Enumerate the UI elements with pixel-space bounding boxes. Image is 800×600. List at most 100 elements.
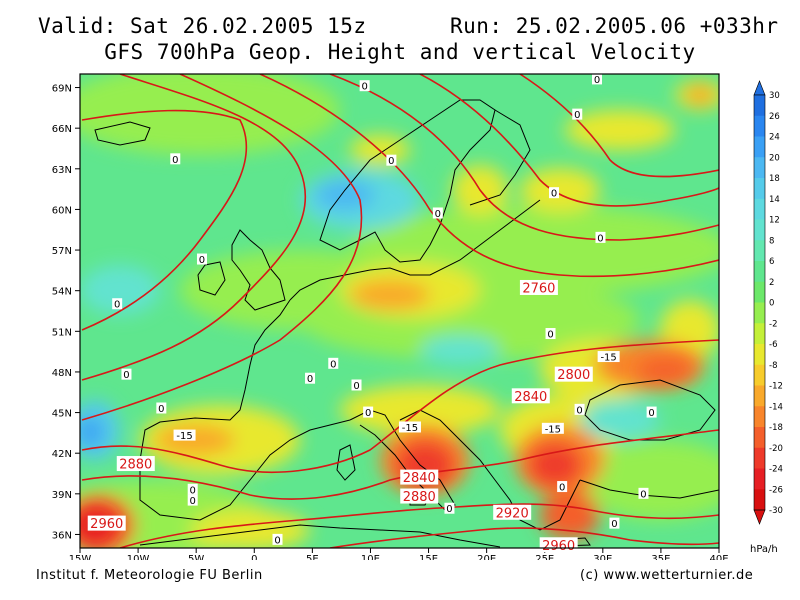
- colorbar-tick-label: -12: [769, 382, 783, 392]
- colorbar-tick-label: 8: [769, 236, 774, 246]
- height-label: 2880: [403, 490, 436, 505]
- map-title: GFS 700hPa Geop. Height and vertical Vel…: [104, 40, 696, 64]
- valid-time-label: Valid: Sat 26.02.2005 15z: [38, 14, 367, 38]
- height-label: 2760: [522, 281, 555, 296]
- colorbar-swatch: [754, 447, 765, 469]
- omega-label-bg: [112, 298, 123, 310]
- omega-label: 0: [611, 519, 617, 530]
- omega-label-bg: [398, 421, 421, 433]
- colorbar-swatch: [754, 427, 765, 449]
- colorbar-tick-label: -6: [769, 340, 777, 350]
- forecast-map: 69N 66N 63N 60N 57N 54N 51N 48N 45N 42N 39N 36N 15W 1…: [52, 73, 783, 560]
- lon-tick-label: 5E: [306, 554, 319, 560]
- colorbar-swatch: [754, 489, 765, 511]
- colorbar-tick-label: -26: [769, 485, 783, 495]
- lon-tick-label: 30E: [593, 554, 612, 560]
- omega-label: 0: [574, 110, 580, 121]
- lon-tick-label: 5W: [188, 554, 204, 560]
- omega-label-bg: [638, 487, 649, 499]
- colorbar-tick-label: 0: [769, 299, 774, 309]
- omega-label-bg: [432, 207, 443, 219]
- omega-label: 0: [274, 535, 280, 546]
- colorbar-tick-label: -8: [769, 361, 777, 371]
- omega-label-bg: [595, 231, 606, 243]
- omega-label: -15: [600, 353, 616, 364]
- height-label-bg: [400, 469, 439, 485]
- colorbar-swatch: [754, 385, 765, 407]
- height-label-bg: [87, 515, 126, 531]
- lon-tick-label: 15E: [419, 554, 438, 560]
- omega-label-bg: [187, 483, 198, 495]
- height-label-bg: [554, 366, 593, 382]
- omega-label: 0: [114, 300, 120, 311]
- omega-label-bg: [359, 80, 370, 92]
- omega-label-bg: [173, 429, 196, 441]
- omega-label-bg: [444, 502, 455, 514]
- lon-tick-label: 15W: [69, 554, 92, 560]
- omega-label: 0: [597, 233, 603, 244]
- colorbar-tick-label: -24: [769, 465, 783, 475]
- height-label: 2800: [557, 368, 590, 383]
- colorbar-swatch: [754, 364, 765, 386]
- omega-label-bg: [305, 372, 316, 384]
- omega-label: 0: [648, 408, 654, 419]
- map-axes: 69N 66N 63N 60N 57N 54N 51N 48N 45N 42N 39N 36N 15W 1…: [52, 84, 729, 560]
- colorbar-swatch: [754, 468, 765, 490]
- omega-label: 0: [365, 408, 371, 419]
- map-frame: [79, 73, 720, 549]
- height-label: 2880: [119, 458, 152, 473]
- omega-label-bg: [156, 402, 167, 414]
- colorbar-tick-label: 14: [769, 195, 780, 205]
- colorbar-top-arrow: [753, 80, 766, 96]
- colorbar-swatch: [754, 136, 765, 158]
- colorbar-swatch: [754, 240, 765, 262]
- colorbar-unit-label: hPa/h: [750, 544, 778, 555]
- colorbar-tick-label: 18: [769, 174, 780, 184]
- omega-label-bg: [541, 422, 564, 434]
- height-label-bg: [493, 504, 532, 520]
- lat-tick-label: 39N: [52, 490, 72, 501]
- lat-tick-label: 54N: [52, 287, 72, 298]
- colorbar-swatch: [754, 406, 765, 428]
- omega-label: 0: [559, 483, 565, 494]
- omega-label: 0: [446, 504, 452, 515]
- footer-copyright: (c) www.wetterturnier.de: [580, 568, 754, 583]
- colorbar-tick-label: 24: [769, 133, 780, 143]
- omega-label: 0: [361, 82, 367, 93]
- height-label: 2840: [403, 471, 436, 486]
- lat-tick-label: 42N: [52, 449, 72, 460]
- lat-tick-label: 36N: [52, 530, 72, 541]
- colorbar-tick-label: -20: [769, 444, 783, 454]
- colorbar-swatch: [754, 178, 765, 200]
- omega-label-bg: [549, 187, 560, 199]
- lon-tick-label: 10W: [127, 554, 150, 560]
- colorbar-bottom-arrow: [753, 509, 766, 525]
- colorbar-swatch: [754, 302, 765, 324]
- colorbar: 302624201814128620-2-6-8-12-14-18-20-24-…: [750, 80, 783, 555]
- colorbar-tick-label: -14: [769, 402, 783, 412]
- colorbar-tick-label: 12: [769, 216, 780, 226]
- omega-label: 0: [307, 374, 313, 385]
- omega-label-bg: [187, 494, 198, 506]
- omega-label: 0: [172, 155, 178, 166]
- omega-label-bg: [196, 253, 207, 265]
- height-label-bg: [511, 388, 550, 404]
- colorbar-swatch: [754, 219, 765, 241]
- omega-label: 0: [123, 370, 129, 381]
- omega-label-bg: [597, 351, 620, 363]
- omega-label: 0: [547, 330, 553, 341]
- omega-label-bg: [272, 533, 283, 545]
- height-label: 2840: [514, 390, 547, 405]
- omega-label-bg: [609, 517, 620, 529]
- colorbar-frame: [753, 94, 766, 511]
- omega-label-bg: [592, 73, 603, 85]
- lon-tick-label: 0: [251, 554, 257, 560]
- omega-label: 0: [640, 489, 646, 500]
- omega-label-bg: [328, 357, 339, 369]
- colorbar-swatch: [754, 198, 765, 220]
- lon-tick-label: 10E: [361, 554, 380, 560]
- omega-label: -15: [545, 424, 561, 435]
- colorbar-tick-label: 26: [769, 112, 780, 122]
- omega-label: 0: [576, 405, 582, 416]
- omega-label: 0: [190, 496, 196, 507]
